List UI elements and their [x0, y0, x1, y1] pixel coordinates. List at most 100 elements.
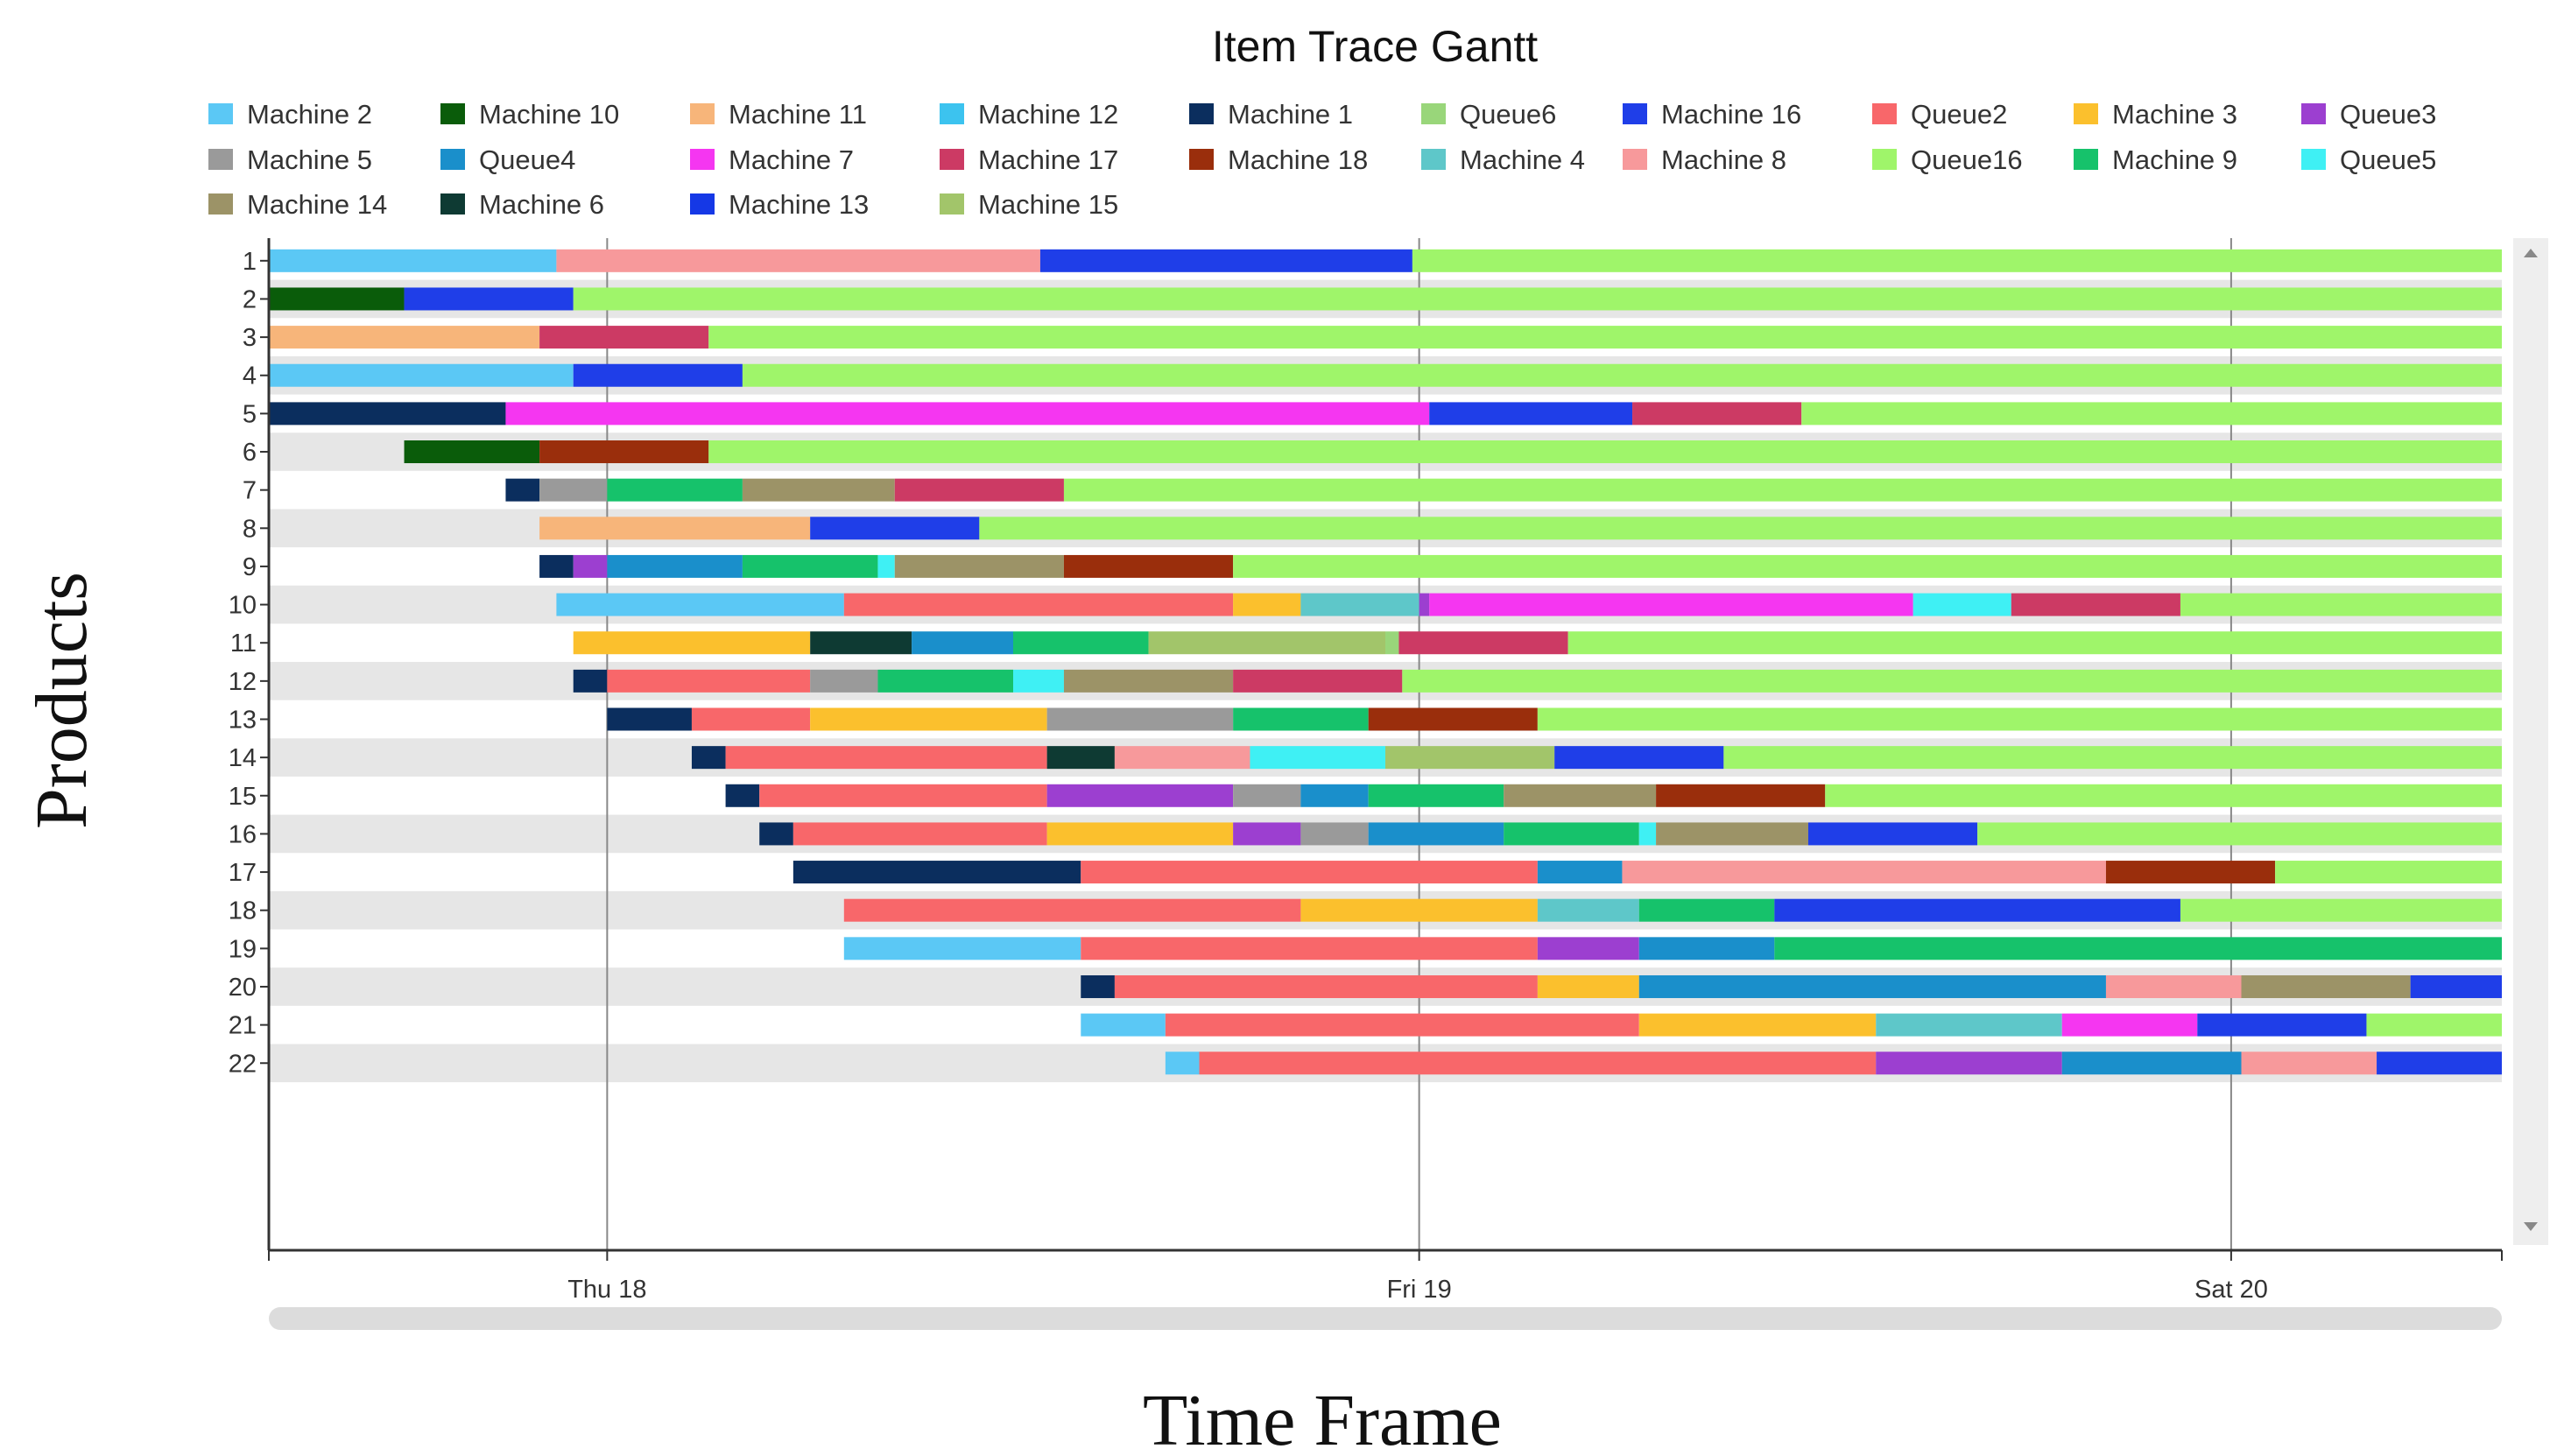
gantt-bar[interactable] [1046, 746, 1115, 770]
gantt-bar[interactable] [1148, 631, 1385, 655]
gantt-bar[interactable] [1039, 249, 1412, 272]
scroll-down-icon[interactable] [2524, 1222, 2538, 1231]
gantt-bar[interactable] [1199, 1052, 1877, 1075]
legend-item[interactable]: Machine 18 [1189, 144, 1368, 175]
legend-item[interactable]: Machine 4 [1421, 144, 1585, 175]
gantt-bar[interactable] [1233, 669, 1403, 693]
gantt-bar[interactable] [539, 326, 709, 349]
gantt-bar[interactable] [269, 402, 506, 426]
gantt-bar[interactable] [759, 822, 793, 846]
gantt-bar[interactable] [539, 440, 709, 464]
gantt-bar[interactable] [912, 631, 1013, 655]
gantt-bar[interactable] [742, 554, 878, 578]
gantt-bar[interactable] [1638, 1013, 1877, 1037]
vertical-scrollbar[interactable] [2513, 238, 2548, 1245]
gantt-bar[interactable] [1537, 974, 1639, 998]
gantt-bar[interactable] [1825, 784, 2502, 807]
gantt-bar[interactable] [505, 478, 540, 502]
gantt-bar[interactable] [792, 861, 1081, 884]
gantt-bar[interactable] [1233, 784, 1301, 807]
gantt-bar[interactable] [877, 554, 895, 578]
legend-item[interactable]: Queue4 [440, 144, 575, 175]
gantt-bar[interactable] [1638, 974, 2106, 998]
legend-item[interactable]: Queue16 [1872, 144, 2023, 175]
gantt-bar[interactable] [742, 478, 895, 502]
gantt-bar[interactable] [1081, 937, 1538, 960]
gantt-bar[interactable] [742, 363, 2502, 387]
gantt-bar[interactable] [1081, 861, 1538, 884]
gantt-bar[interactable] [1233, 707, 1369, 731]
legend-item[interactable]: Machine 10 [440, 99, 619, 130]
gantt-bar[interactable] [810, 631, 912, 655]
gantt-bar[interactable] [1013, 631, 1149, 655]
gantt-bar[interactable] [843, 898, 1301, 922]
gantt-bar[interactable] [691, 707, 811, 731]
gantt-bar[interactable] [539, 478, 608, 502]
gantt-bar[interactable] [1977, 822, 2502, 846]
gantt-bar[interactable] [2241, 974, 2411, 998]
gantt-bar[interactable] [1807, 822, 1978, 846]
gantt-bar[interactable] [1046, 707, 1234, 731]
gantt-bar[interactable] [877, 669, 1013, 693]
legend-item[interactable]: Machine 14 [208, 189, 387, 220]
gantt-bar[interactable] [894, 478, 1064, 502]
gantt-bar[interactable] [404, 440, 540, 464]
gantt-bar[interactable] [1250, 746, 1385, 770]
legend-item[interactable]: Machine 6 [440, 189, 604, 220]
gantt-bar[interactable] [1801, 402, 2502, 426]
gantt-bar[interactable] [759, 784, 1047, 807]
legend-item[interactable]: Queue6 [1421, 99, 1556, 130]
gantt-bar[interactable] [1368, 822, 1504, 846]
gantt-bar[interactable] [1013, 669, 1064, 693]
gantt-bar[interactable] [269, 363, 574, 387]
gantt-bar[interactable] [1638, 822, 1657, 846]
gantt-bar[interactable] [2377, 1052, 2502, 1075]
gantt-bar[interactable] [1638, 937, 1775, 960]
horizontal-scrollbar[interactable] [269, 1307, 2502, 1330]
gantt-bar[interactable] [269, 326, 540, 349]
gantt-bar[interactable] [1368, 784, 1504, 807]
gantt-bar[interactable] [607, 554, 743, 578]
gantt-bar[interactable] [2197, 1013, 2367, 1037]
gantt-bar[interactable] [1300, 898, 1538, 922]
legend-item[interactable]: Machine 17 [940, 144, 1118, 175]
gantt-bar[interactable] [1723, 746, 2502, 770]
gantt-bar[interactable] [810, 669, 878, 693]
gantt-bar[interactable] [573, 631, 811, 655]
gantt-bar[interactable] [556, 249, 1040, 272]
gantt-bar[interactable] [1402, 669, 2502, 693]
legend-item[interactable]: Machine 2 [208, 99, 372, 130]
gantt-bar[interactable] [1385, 746, 1555, 770]
gantt-bar[interactable] [1429, 402, 1633, 426]
gantt-bar[interactable] [404, 287, 574, 311]
gantt-bar[interactable] [607, 707, 692, 731]
gantt-bar[interactable] [1046, 784, 1234, 807]
gantt-bar[interactable] [2275, 861, 2502, 884]
gantt-bar[interactable] [1554, 746, 1724, 770]
gantt-bar[interactable] [556, 593, 844, 616]
gantt-bar[interactable] [1081, 974, 1115, 998]
gantt-bar[interactable] [979, 517, 2502, 540]
gantt-bar[interactable] [810, 517, 980, 540]
legend-item[interactable]: Machine 16 [1623, 99, 1801, 130]
gantt-bar[interactable] [1063, 554, 1234, 578]
gantt-bar[interactable] [792, 822, 1047, 846]
gantt-bar[interactable] [2011, 593, 2180, 616]
gantt-bar[interactable] [1419, 593, 1430, 616]
gantt-bar[interactable] [1622, 861, 2106, 884]
legend-item[interactable]: Machine 1 [1189, 99, 1353, 130]
gantt-bar[interactable] [539, 554, 574, 578]
gantt-bar[interactable] [1114, 974, 1538, 998]
gantt-bar[interactable] [1165, 1013, 1639, 1037]
gantt-bar[interactable] [2366, 1013, 2502, 1037]
gantt-bar[interactable] [894, 554, 1064, 578]
gantt-bar[interactable] [725, 746, 1047, 770]
gantt-bar[interactable] [1876, 1052, 2062, 1075]
gantt-bar[interactable] [539, 517, 811, 540]
gantt-bar[interactable] [1165, 1052, 1200, 1075]
scroll-up-icon[interactable] [2524, 249, 2538, 257]
gantt-bar[interactable] [1300, 784, 1369, 807]
legend-item[interactable]: Machine 12 [940, 99, 1118, 130]
gantt-bar[interactable] [1774, 898, 2180, 922]
gantt-bar[interactable] [269, 249, 557, 272]
